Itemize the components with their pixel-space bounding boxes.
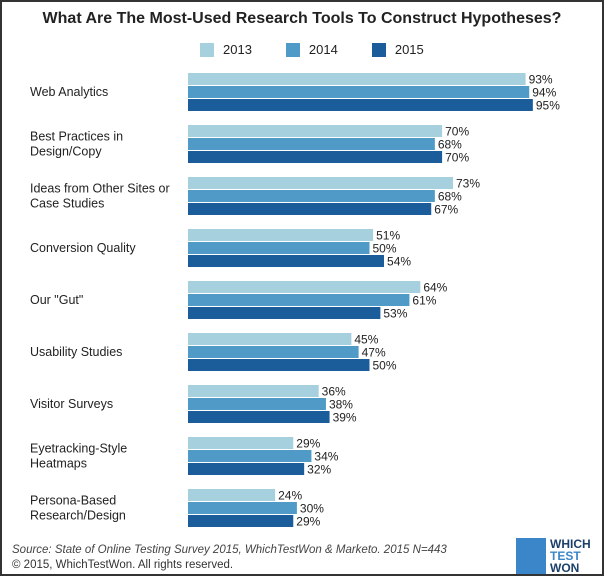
legend-swatch-2015 xyxy=(371,42,386,57)
category-label: Best Practices in Design/Copy xyxy=(30,130,123,159)
data-label: 93% xyxy=(529,73,553,87)
legend-swatch-2014 xyxy=(285,42,300,57)
data-label: 94% xyxy=(532,86,556,100)
bar-2014 xyxy=(188,346,359,358)
data-label: 45% xyxy=(354,333,378,347)
whichtestwon-logo: WHICH TEST WON xyxy=(516,536,602,574)
category-label: Conversion Quality xyxy=(30,241,136,255)
bar-2013 xyxy=(188,281,421,293)
bar-2013 xyxy=(188,229,374,241)
data-label: 61% xyxy=(412,294,436,308)
bar-2013 xyxy=(188,333,352,345)
legend-item-2013: 2013 xyxy=(200,42,252,57)
bar-2015 xyxy=(188,359,370,371)
bar-2015 xyxy=(188,151,443,163)
category-label: Our "Gut" xyxy=(30,293,83,307)
bar-2015 xyxy=(188,307,381,319)
bar-2015 xyxy=(188,203,432,215)
category-label: Web Analytics xyxy=(30,85,108,99)
data-label: 50% xyxy=(373,359,397,373)
data-label: 73% xyxy=(456,177,480,191)
data-label: 95% xyxy=(536,99,560,113)
category-label: Usability Studies xyxy=(30,345,122,359)
legend-label: 2015 xyxy=(394,42,424,57)
bar-2013 xyxy=(188,385,319,397)
data-label: 50% xyxy=(373,242,397,256)
data-label: 36% xyxy=(322,385,346,399)
bar-2014 xyxy=(188,190,435,202)
category-label: Visitor Surveys xyxy=(30,397,113,411)
copyright-note: © 2015, WhichTestWon. All rights reserve… xyxy=(12,559,234,571)
data-label: 32% xyxy=(307,463,331,477)
bar-2014 xyxy=(188,398,326,410)
data-label: 67% xyxy=(434,203,458,217)
data-label: 53% xyxy=(383,307,407,321)
data-label: 34% xyxy=(314,450,338,464)
data-label: 47% xyxy=(362,346,386,360)
data-label: 38% xyxy=(329,398,353,412)
data-label: 39% xyxy=(333,411,357,425)
bar-2013 xyxy=(188,489,276,501)
legend-label: 2013 xyxy=(223,42,252,57)
bar-2015 xyxy=(188,99,533,111)
bar-2015 xyxy=(188,463,305,475)
data-label: 54% xyxy=(387,255,411,269)
bar-chart: Web Analytics 93%94%95% Best Practices in D… xyxy=(30,73,560,529)
data-label: 70% xyxy=(445,151,469,165)
bar-2013 xyxy=(188,437,294,449)
bar-2014 xyxy=(188,138,435,150)
legend-item-2014: 2014 xyxy=(285,42,338,57)
bar-2013 xyxy=(188,125,443,137)
bar-2015 xyxy=(188,255,385,267)
data-label: 51% xyxy=(376,229,400,243)
bar-2013 xyxy=(188,177,453,189)
data-label: 29% xyxy=(296,515,320,529)
category-label: Persona-Based Research/Design xyxy=(30,494,126,523)
data-label: 30% xyxy=(300,502,324,516)
logo-mark-icon xyxy=(516,538,546,574)
data-label: 64% xyxy=(423,281,447,295)
legend: 2013 2014 2015 xyxy=(200,42,424,57)
bar-2015 xyxy=(188,411,330,423)
bar-2015 xyxy=(188,515,294,527)
category-label: Ideas from Other Sites or Case Studies xyxy=(30,182,170,211)
data-label: 24% xyxy=(278,489,302,503)
bar-2014 xyxy=(188,294,410,306)
data-label: 70% xyxy=(445,125,469,139)
category-label: Eyetracking-Style Heatmaps xyxy=(30,442,127,471)
data-label: 29% xyxy=(296,437,320,451)
bar-2014 xyxy=(188,502,297,514)
data-label: 68% xyxy=(438,190,462,204)
bar-2014 xyxy=(188,86,530,98)
source-note: Source: State of Online Testing Survey 2… xyxy=(12,544,447,556)
data-label: 68% xyxy=(438,138,462,152)
bar-2014 xyxy=(188,242,370,254)
chart-title: What Are The Most-Used Research Tools To… xyxy=(42,10,562,27)
legend-label: 2014 xyxy=(308,42,338,57)
legend-item-2015: 2015 xyxy=(371,42,424,57)
legend-swatch-2013 xyxy=(200,42,214,57)
bar-2014 xyxy=(188,450,312,462)
bar-2013 xyxy=(188,73,526,85)
